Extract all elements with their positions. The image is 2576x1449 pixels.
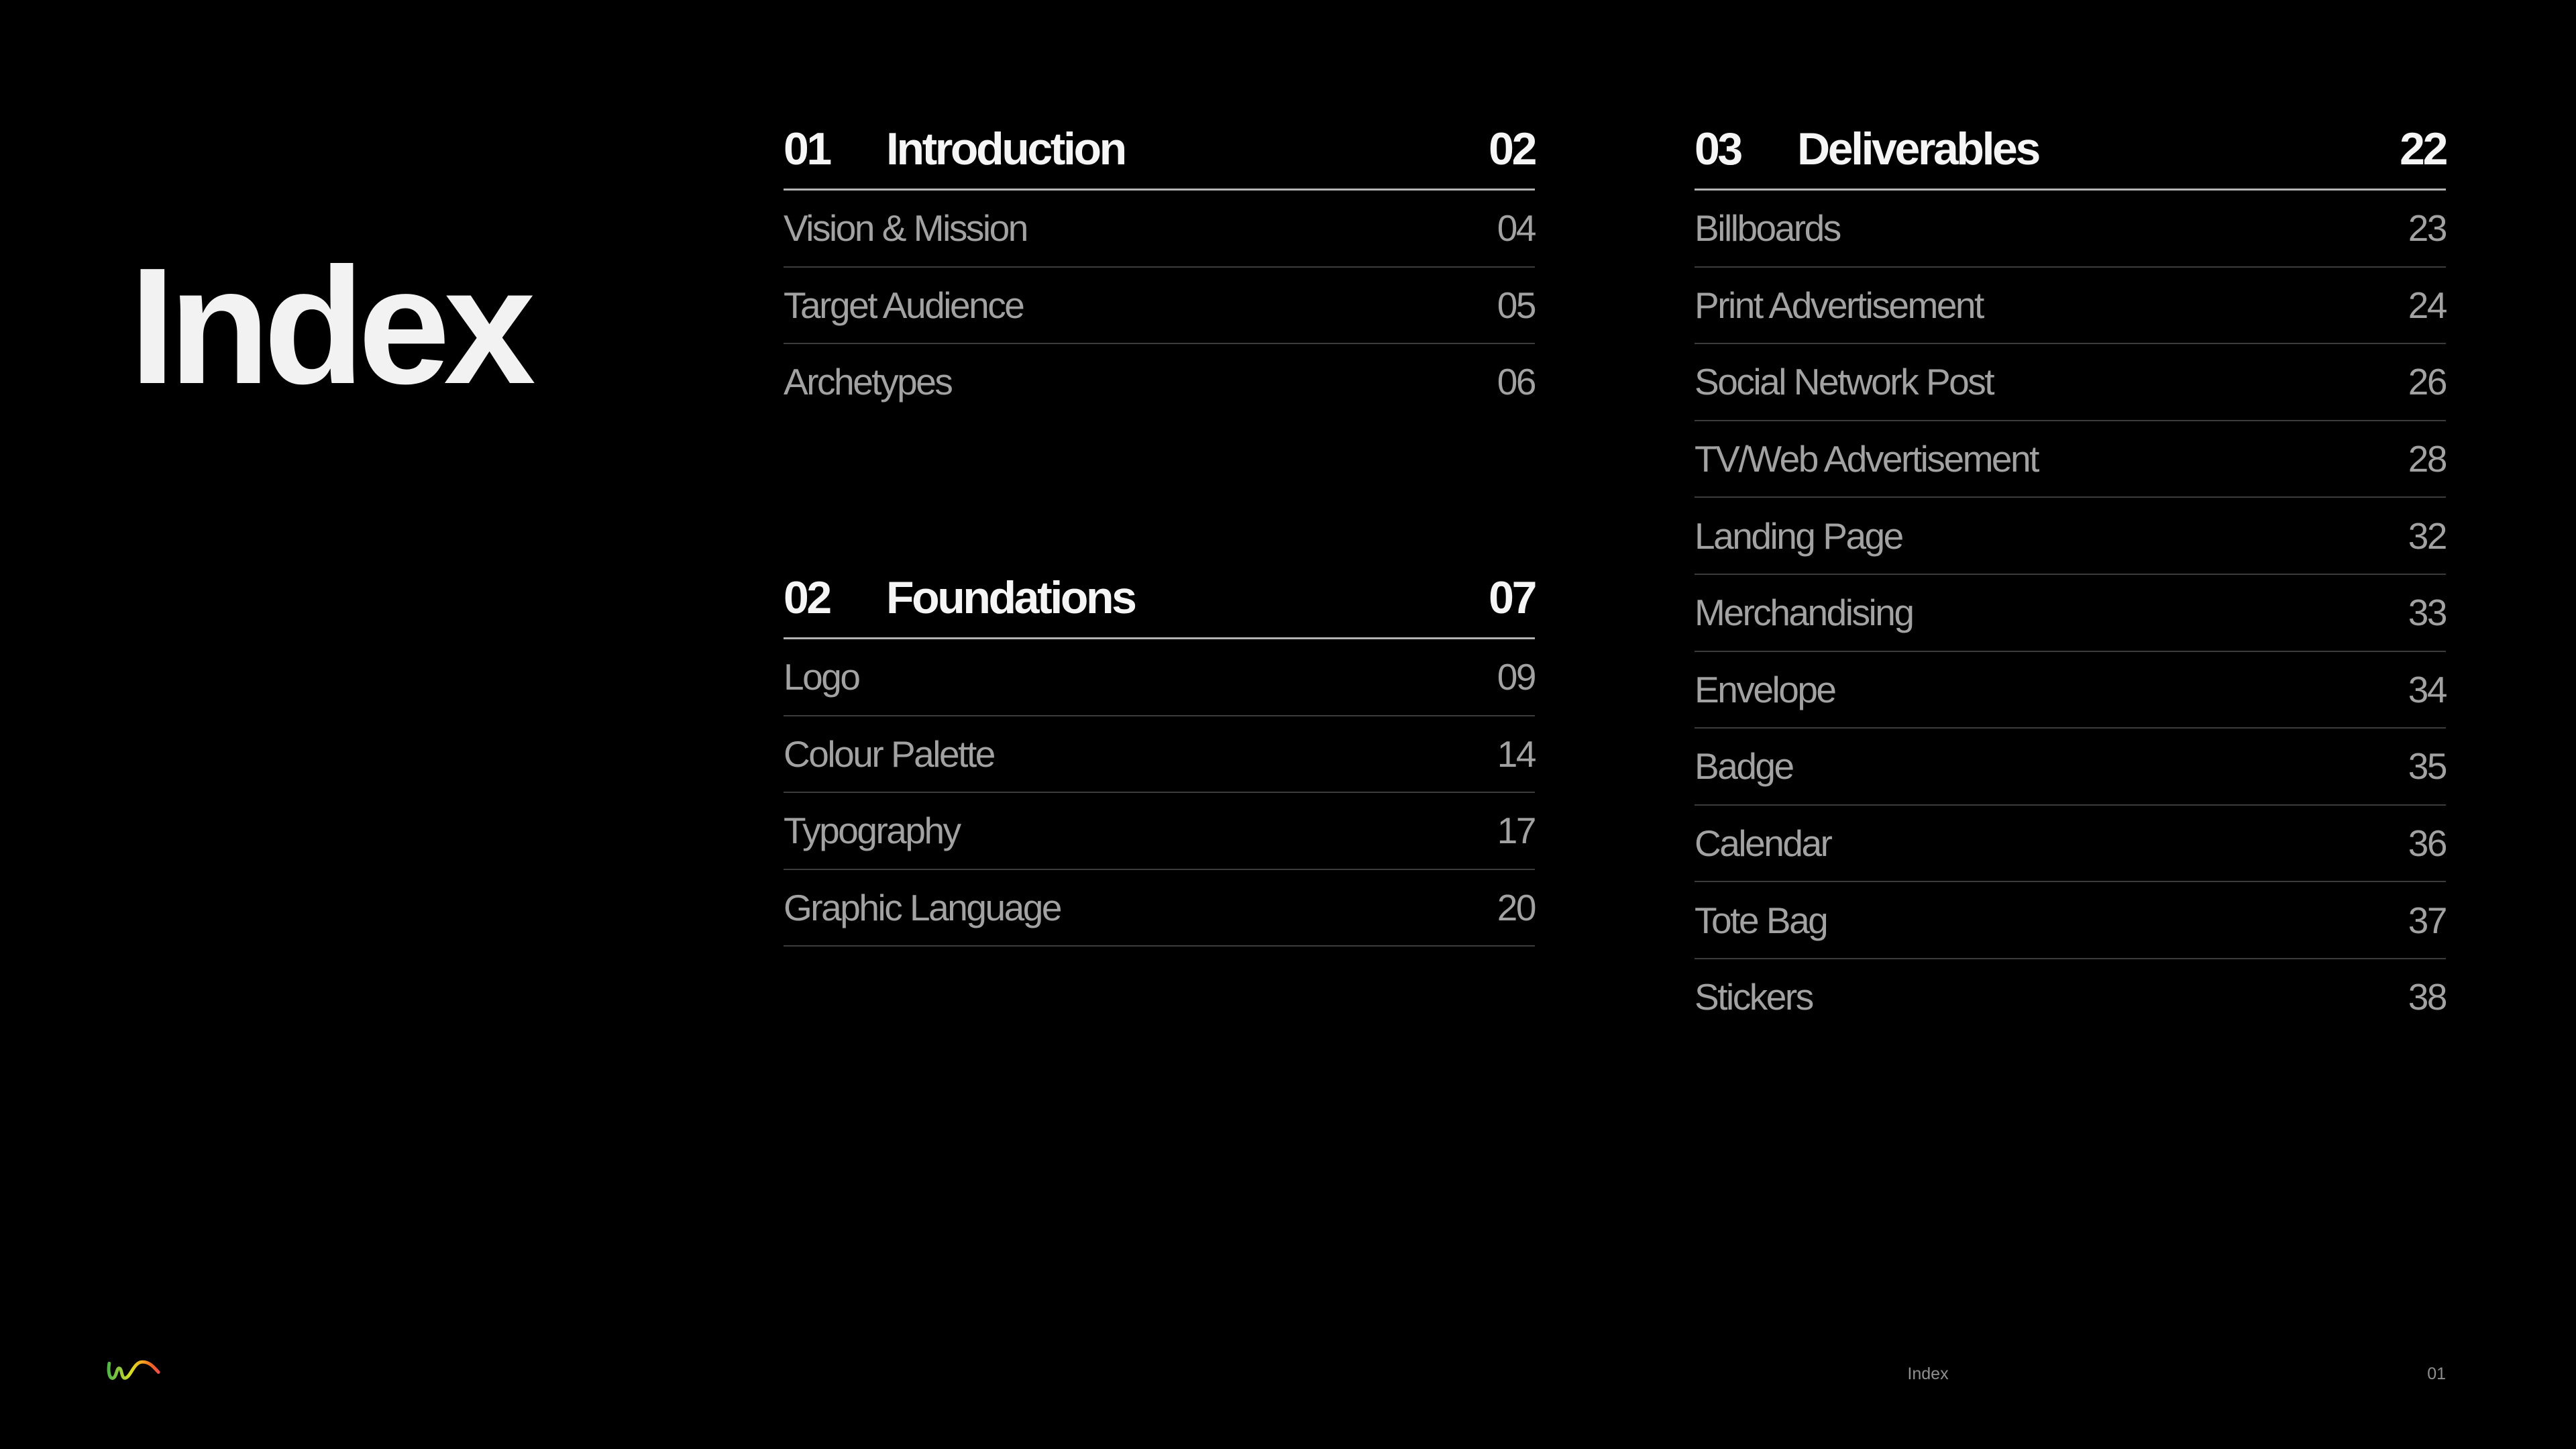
toc-item-row[interactable]: Archetypes 06 <box>784 344 1537 420</box>
toc-item-row[interactable]: Print Advertisement 24 <box>1695 268 2448 345</box>
section-page-number: 22 <box>2400 123 2448 174</box>
toc-item-row[interactable]: Badge 35 <box>1695 729 2448 806</box>
toc-item-page: 33 <box>2408 592 2448 634</box>
section-title: Foundations <box>886 572 1137 623</box>
toc-item-row[interactable]: Merchandising 33 <box>1695 575 2448 652</box>
toc-item-page: 37 <box>2408 899 2448 941</box>
section-title: Deliverables <box>1797 123 2041 174</box>
toc-item-row[interactable]: Calendar 36 <box>1695 806 2448 883</box>
toc-item-label: Badge <box>1695 745 1794 788</box>
toc-item-page: 14 <box>1497 733 1537 775</box>
toc-item-page: 17 <box>1497 810 1537 852</box>
toc-section: 03 Deliverables 22 Billboards 23 Print A… <box>1695 123 2448 1035</box>
section-number: 01 <box>784 123 832 174</box>
toc-item-label: Archetypes <box>784 361 953 403</box>
toc-item-label: Logo <box>784 656 861 698</box>
toc-item-page: 35 <box>2408 745 2448 788</box>
toc-item-label: Colour Palette <box>784 733 996 775</box>
section-number: 02 <box>784 572 832 623</box>
toc-item-page: 06 <box>1497 361 1537 403</box>
toc-section: 02 Foundations 07 Logo 09 Colour Palette… <box>784 572 1537 947</box>
footer-page-number: 01 <box>2427 1364 2446 1383</box>
page-title: Index <box>129 233 536 419</box>
toc-item-label: Print Advertisement <box>1695 284 1984 326</box>
brand-wave-logo-icon <box>107 1360 160 1380</box>
toc-item-page: 04 <box>1497 207 1537 250</box>
toc-item-row[interactable]: Social Network Post 26 <box>1695 344 2448 421</box>
toc-item-list: Vision & Mission 04 Target Audience 05 A… <box>784 191 1537 420</box>
toc-item-page: 20 <box>1497 887 1537 929</box>
toc-item-row[interactable]: Typography 17 <box>784 793 1537 870</box>
toc-section-header[interactable]: 02 Foundations 07 <box>784 572 1537 639</box>
toc-item-row[interactable]: Tote Bag 37 <box>1695 882 2448 959</box>
toc-item-page: 34 <box>2408 668 2448 710</box>
toc-item-page: 09 <box>1497 656 1537 698</box>
toc-item-label: Tote Bag <box>1695 899 1829 941</box>
toc-item-row[interactable]: Landing Page 32 <box>1695 498 2448 575</box>
toc-item-page: 24 <box>2408 284 2448 326</box>
section-title: Introduction <box>886 123 1127 174</box>
toc-item-row[interactable]: Graphic Language 20 <box>784 870 1537 947</box>
toc-item-label: Envelope <box>1695 668 1837 710</box>
toc-section-header[interactable]: 03 Deliverables 22 <box>1695 123 2448 191</box>
toc-item-label: Merchandising <box>1695 592 1915 634</box>
toc-item-row[interactable]: Envelope 34 <box>1695 652 2448 729</box>
toc-item-label: TV/Web Advertisement <box>1695 438 2039 480</box>
toc-section-header[interactable]: 01 Introduction 02 <box>784 123 1537 191</box>
toc-item-row[interactable]: Vision & Mission 04 <box>784 191 1537 268</box>
toc-item-page: 23 <box>2408 207 2448 250</box>
toc-item-label: Graphic Language <box>784 887 1062 929</box>
toc-item-label: Stickers <box>1695 976 1814 1018</box>
toc-item-page: 36 <box>2408 822 2448 865</box>
toc-item-page: 32 <box>2408 515 2448 557</box>
toc-item-label: Target Audience <box>784 284 1025 326</box>
footer-section-label: Index <box>1907 1364 1949 1383</box>
toc-section: 01 Introduction 02 Vision & Mission 04 T… <box>784 123 1537 420</box>
toc-item-list: Billboards 23 Print Advertisement 24 Soc… <box>1695 191 2448 1035</box>
section-number: 03 <box>1695 123 1743 174</box>
toc-item-row[interactable]: Logo 09 <box>784 639 1537 716</box>
toc-item-label: Landing Page <box>1695 515 1904 557</box>
toc-item-row[interactable]: Target Audience 05 <box>784 268 1537 345</box>
section-page-number: 02 <box>1489 123 1537 174</box>
toc-item-list: Logo 09 Colour Palette 14 Typography 17 … <box>784 639 1537 947</box>
toc-item-label: Vision & Mission <box>784 207 1028 250</box>
toc-item-row[interactable]: Stickers 38 <box>1695 959 2448 1035</box>
toc-item-page: 38 <box>2408 976 2448 1018</box>
toc-item-page: 28 <box>2408 438 2448 480</box>
toc-item-page: 26 <box>2408 361 2448 403</box>
toc-item-label: Typography <box>784 810 961 852</box>
toc-item-row[interactable]: Colour Palette 14 <box>784 716 1537 794</box>
toc-item-label: Calendar <box>1695 822 1833 865</box>
toc-item-row[interactable]: Billboards 23 <box>1695 191 2448 268</box>
toc-item-row[interactable]: TV/Web Advertisement 28 <box>1695 421 2448 498</box>
toc-item-label: Billboards <box>1695 207 1841 250</box>
toc-item-page: 05 <box>1497 284 1537 326</box>
section-page-number: 07 <box>1489 572 1537 623</box>
toc-item-label: Social Network Post <box>1695 361 1995 403</box>
